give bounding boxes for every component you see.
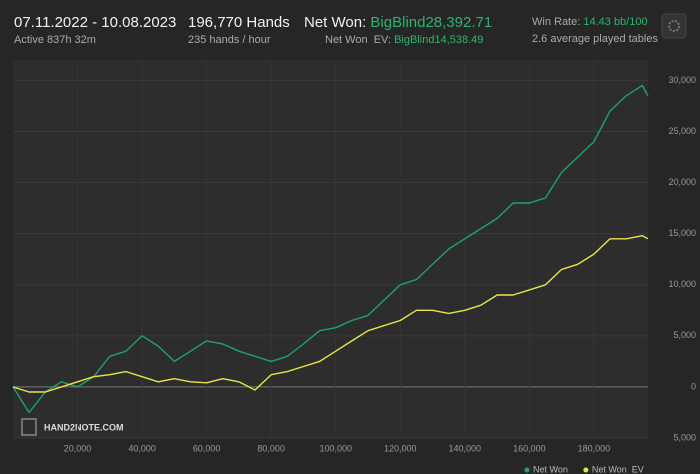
watermark: HAND2NOTE.COM (44, 422, 124, 432)
net-won: Net Won: BigBlind28,392.71 (304, 14, 492, 31)
settings-button[interactable] (661, 13, 687, 39)
watermark-logo (21, 418, 37, 436)
active-time: Active 837h 32m (14, 34, 96, 46)
net-won-ev-value: BigBlind14,538.49 (394, 34, 484, 46)
legend-marker (524, 467, 530, 473)
net-won-ev: Net Won EV: BigBlind14,538.49 (325, 34, 483, 46)
hands: 196,770 Hands (188, 14, 290, 31)
y-tick-label: 15,000 (668, 228, 696, 238)
x-tick-label: 120,000 (384, 443, 417, 453)
y-tick-label: 5,000 (673, 432, 696, 442)
net-won-ev-label: Net Won EV: (325, 34, 392, 46)
y-tick-label: 20,000 (668, 177, 696, 187)
legend-label: Net Won EV (592, 464, 644, 474)
win-rate-label: Win Rate: (532, 16, 581, 28)
net-won-value: BigBlind28,392.71 (370, 14, 493, 31)
tables: 2.6 average played tables (532, 33, 658, 45)
x-tick-label: 100,000 (319, 443, 352, 453)
y-tick-label: 30,000 (668, 75, 696, 85)
x-tick-label: 180,000 (578, 443, 611, 453)
y-tick-label: 5,000 (673, 330, 696, 340)
plot-area (13, 60, 648, 438)
x-tick-label: 20,000 (64, 443, 92, 453)
legend-label: Net Won (533, 464, 568, 474)
x-tick-label: 160,000 (513, 443, 546, 453)
legend-marker (583, 467, 589, 473)
hands-per-hour: 235 hands / hour (188, 34, 271, 46)
win-rate: Win Rate: 14.43 bb/100 (532, 16, 648, 28)
gear-icon (668, 20, 680, 32)
x-tick-label: 80,000 (257, 443, 285, 453)
y-tick-label: 10,000 (668, 279, 696, 289)
series-line (12, 84, 649, 414)
series-line (12, 235, 649, 393)
x-tick-label: 40,000 (128, 443, 156, 453)
win-rate-value: 14.43 bb/100 (583, 16, 648, 28)
net-won-label: Net Won: (304, 14, 367, 31)
x-tick-label: 140,000 (449, 443, 482, 453)
x-tick-label: 60,000 (193, 443, 221, 453)
date-range: 07.11.2022 - 10.08.2023 (14, 14, 177, 31)
y-tick-label: 0 (691, 381, 696, 391)
y-tick-label: 25,000 (668, 126, 696, 136)
